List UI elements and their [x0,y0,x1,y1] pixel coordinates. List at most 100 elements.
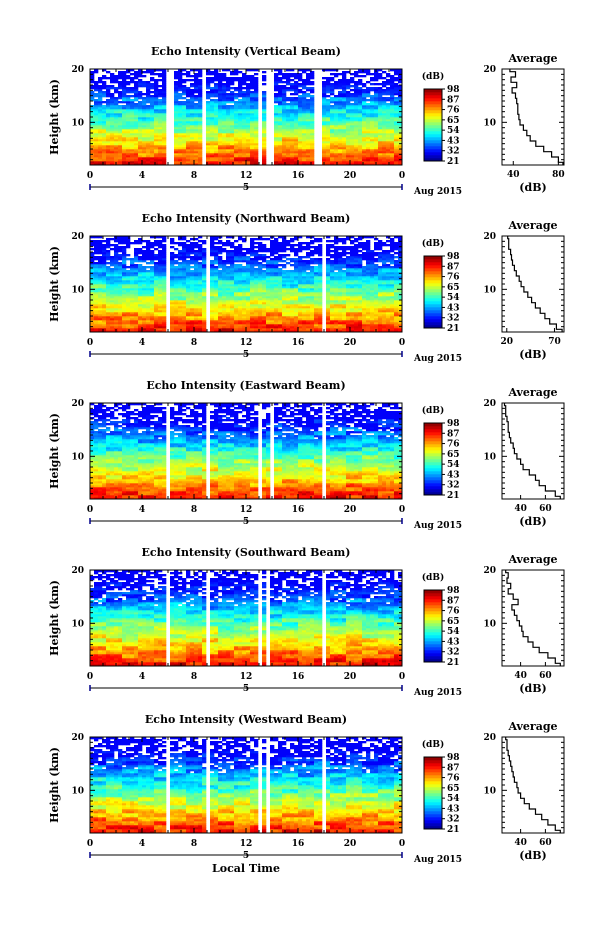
heatmap-cell [146,266,151,269]
heatmap-cell [378,91,383,94]
heatmap-cell [198,316,203,319]
heatmap-cell [310,115,315,118]
heatmap-cell [238,107,243,110]
heatmap-cell [118,145,123,148]
heatmap-cell [142,159,147,162]
heatmap-cell [222,83,227,86]
heatmap-cell [262,77,267,80]
heatmap-cell [278,159,283,162]
heatmap-cell [134,290,139,293]
heatmap-cell [194,330,199,333]
heatmap-cell [114,322,119,325]
heatmap-cell [206,121,211,124]
heatmap-cell [286,79,291,82]
heatmap-cell [186,328,191,331]
heatmap-cell [94,240,99,243]
heatmap-cell [218,286,223,289]
heatmap-cell [286,109,291,112]
heatmap-cell [102,131,107,134]
heatmap-cell [118,101,123,104]
heatmap-cell [194,286,199,289]
heatmap-cell [246,258,251,261]
heatmap-cell [186,322,191,325]
heatmap-cell [378,93,383,96]
heatmap-cell [230,278,235,281]
heatmap-cell [198,298,203,301]
heatmap-cell [154,264,159,267]
heatmap-cell [198,97,203,100]
heatmap-cell [346,111,351,114]
heatmap-cell [226,330,231,333]
heatmap-cell [366,95,371,98]
heatmap-cell [138,314,143,317]
heatmap-cell [106,302,111,305]
heatmap-cell [390,151,395,154]
heatmap-cell [310,155,315,158]
heatmap-cell [98,260,103,263]
heatmap-cell [382,71,387,74]
heatmap-cell [218,312,223,315]
heatmap-cell [222,274,227,277]
heatmap-cell [158,326,163,329]
heatmap-cell [362,93,367,96]
heatmap-cell [302,105,307,108]
heatmap-cell [122,236,127,239]
heatmap-cell [366,119,371,122]
heatmap-cell [354,151,359,154]
heatmap-cell [182,260,187,263]
profile-line [509,69,564,165]
heatmap-cell [210,294,215,297]
heatmap-cell [382,85,387,88]
heatmap-cell [158,109,163,112]
heatmap-cell [114,246,119,249]
heatmap-cell [186,264,191,267]
heatmap-cell [194,244,199,247]
heatmap-cell [398,147,403,150]
heatmap-cell [106,240,111,243]
heatmap-cell [174,294,179,297]
heatmap-cell [346,159,351,162]
heatmap-cell [138,256,143,259]
heatmap-cell [110,278,115,281]
heatmap-cell [234,328,239,331]
heatmap-cell [234,274,239,277]
heatmap-cell [326,113,331,116]
heatmap-cell [94,242,99,245]
heatmap-cell [370,125,375,128]
heatmap-cell [198,163,203,166]
heatmap-cell [114,91,119,94]
heatmap-cell [94,316,99,319]
heatmap-cell [238,316,243,319]
heatmap-cell [98,250,103,253]
heatmap-cell [254,147,259,150]
heatmap-cell [374,111,379,114]
heatmap-cell [190,123,195,126]
heatmap-cell [162,274,167,277]
heatmap-cell [94,121,99,124]
heatmap-cell [150,107,155,110]
heatmap-cell [138,268,143,271]
heatmap-cell [246,149,251,152]
heatmap-cell [98,302,103,305]
heatmap-cell [114,137,119,140]
heatmap-cell [130,276,135,279]
heatmap-cell [322,111,327,114]
heatmap-cell [334,87,339,90]
heatmap-cell [338,141,343,144]
heatmap-cell [154,141,159,144]
heatmap-cell [350,157,355,160]
heatmap-cell [242,73,247,76]
heatmap-cell [162,159,167,162]
heatmap-cell [298,73,303,76]
heatmap-cell [206,155,211,158]
heatmap-cell [198,290,203,293]
heatmap-cell [262,71,267,74]
heatmap-cell [286,145,291,148]
heatmap-cell [294,149,299,152]
heatmap-cell [278,77,283,80]
heatmap-cell [154,127,159,130]
heatmap-cell [386,135,391,138]
heatmap-cell [246,326,251,329]
heatmap-cell [158,292,163,295]
heatmap-cell [206,101,211,104]
